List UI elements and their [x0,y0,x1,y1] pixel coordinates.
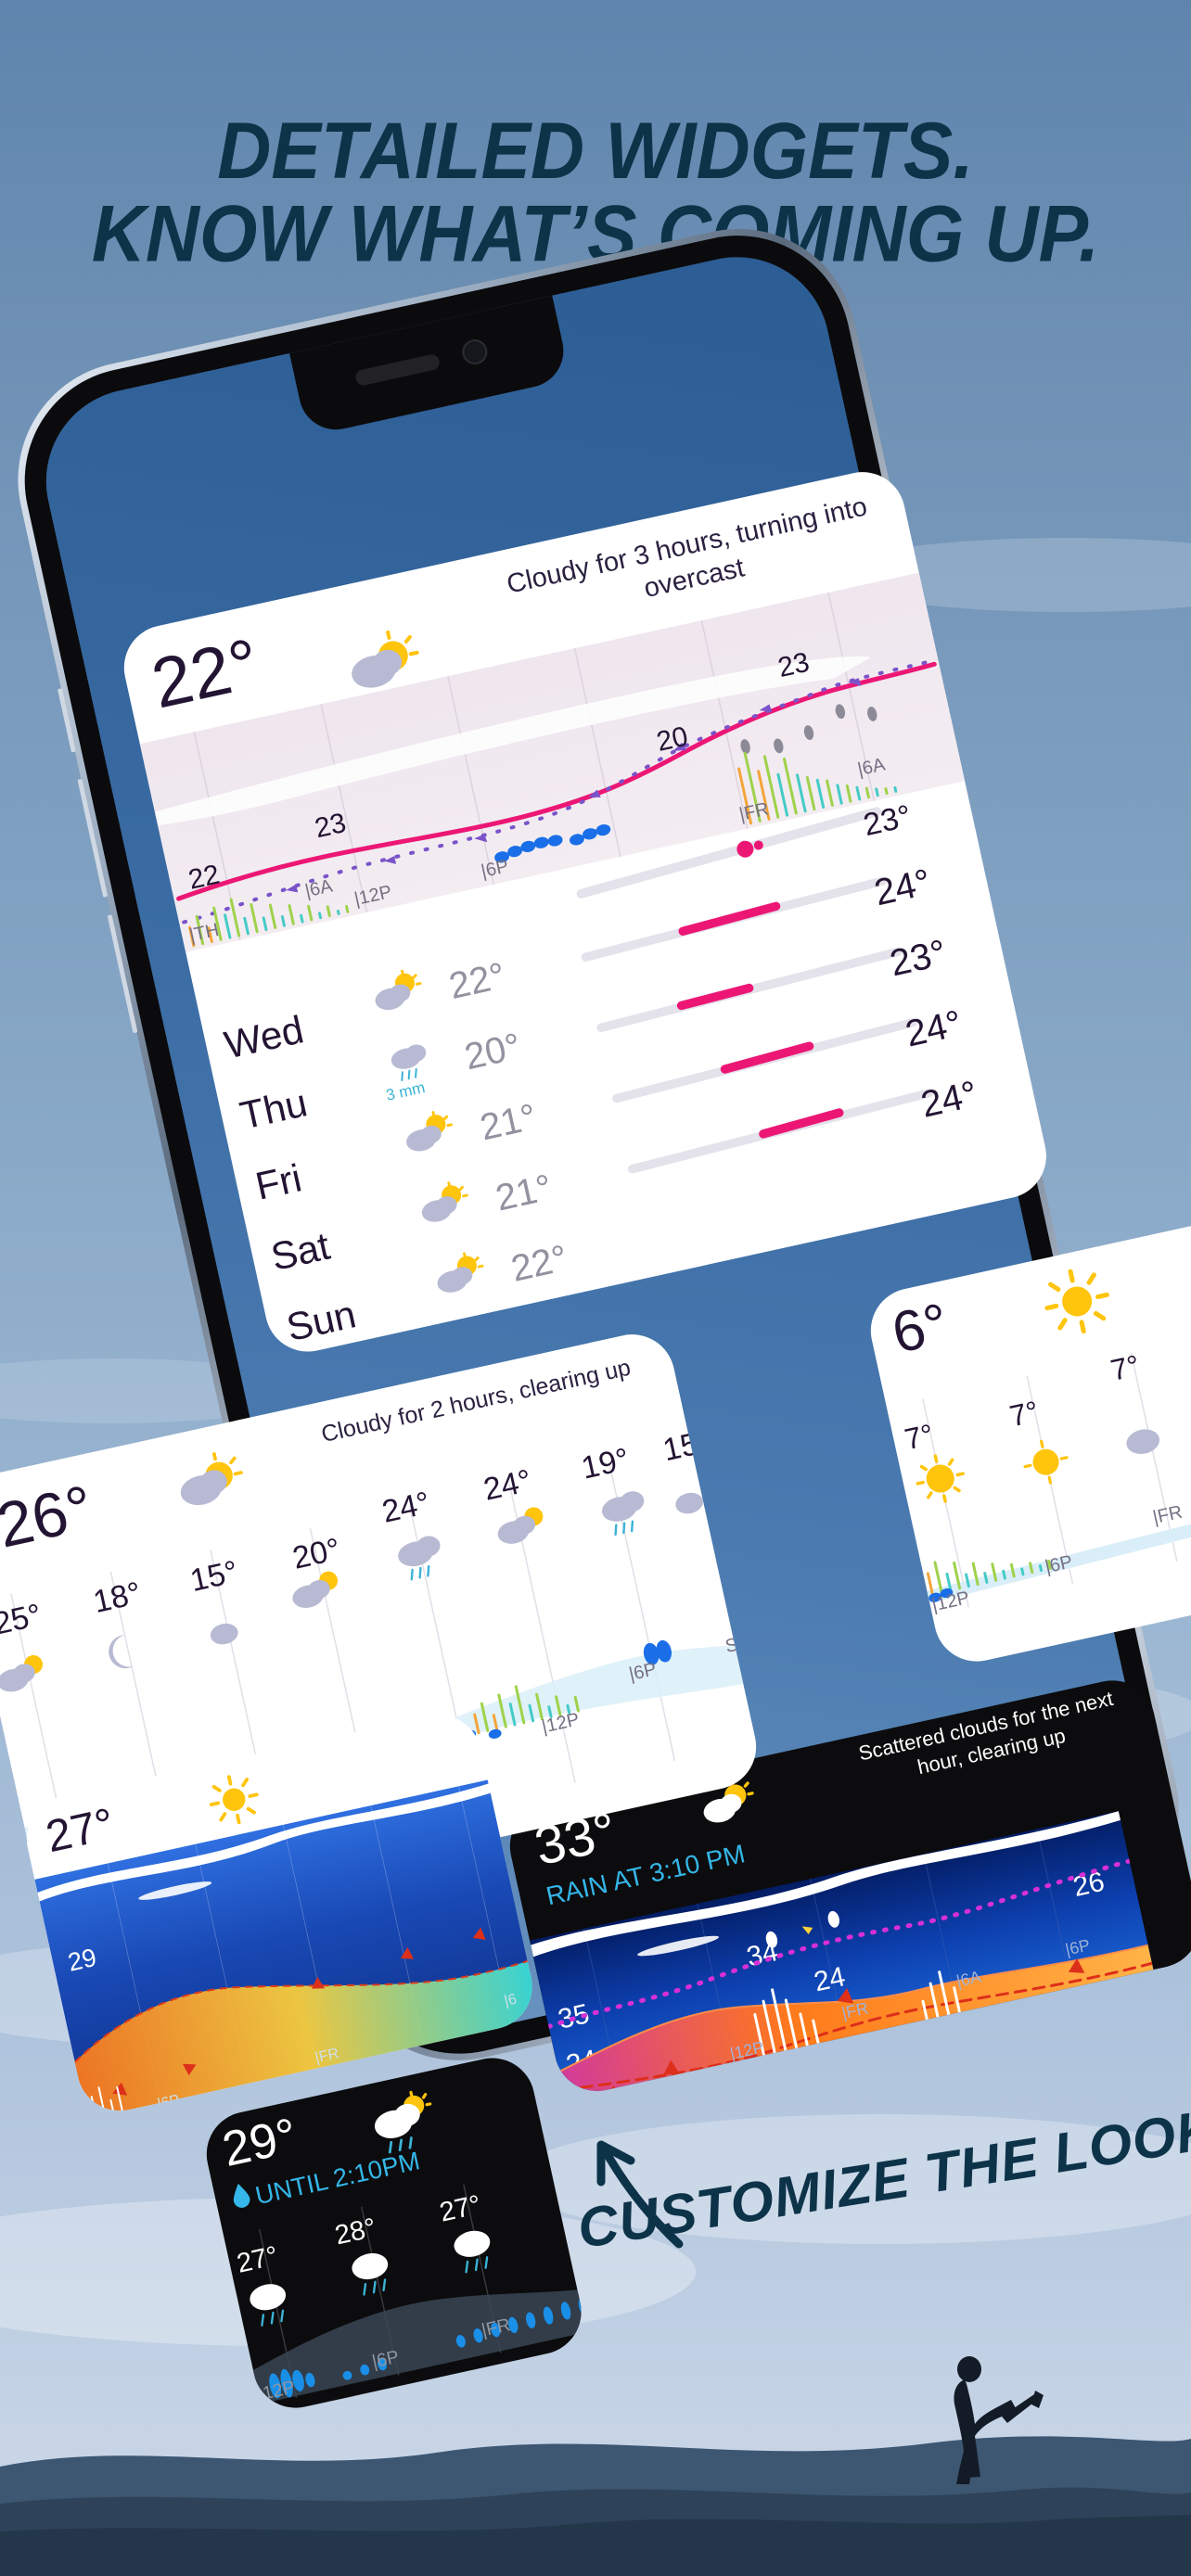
svg-text:20°: 20° [289,1532,343,1576]
svg-text:15°: 15° [187,1554,241,1599]
svg-text:7°: 7° [902,1418,937,1457]
svg-text:7°: 7° [1108,1348,1143,1387]
svg-text:22: 22 [186,859,223,895]
svg-text:|FR: |FR [1151,1502,1185,1528]
svg-text:20: 20 [654,721,691,758]
svg-text:24°: 24° [379,1486,433,1530]
svg-text:29: 29 [65,1943,98,1977]
svg-text:23: 23 [312,808,349,844]
svg-text:26: 26 [1070,1867,1108,1903]
svg-text:24°: 24° [480,1463,534,1508]
svg-text:|12P: |12P [352,882,394,910]
svg-text:|6A: |6A [303,875,335,901]
svg-text:27°: 27° [437,2189,484,2228]
svg-text:23: 23 [775,647,813,683]
svg-text:34: 34 [744,1936,781,1972]
svg-text:25°: 25° [0,1597,45,1641]
svg-text:|6P: |6P [1064,1935,1092,1958]
svg-text:7°: 7° [1006,1395,1042,1434]
svg-text:|6A: |6A [856,754,888,780]
svg-text:23°: 23° [860,798,914,843]
svg-text:|TH: |TH [187,920,221,946]
svg-text:18°: 18° [90,1575,144,1620]
svg-text:|FR: |FR [737,799,771,825]
svg-text:27°: 27° [234,2240,281,2279]
svg-text:28°: 28° [332,2213,379,2251]
svg-text:19°: 19° [578,1441,632,1486]
svg-text:|6P: |6P [480,856,511,882]
svg-text:24: 24 [811,1961,848,1997]
